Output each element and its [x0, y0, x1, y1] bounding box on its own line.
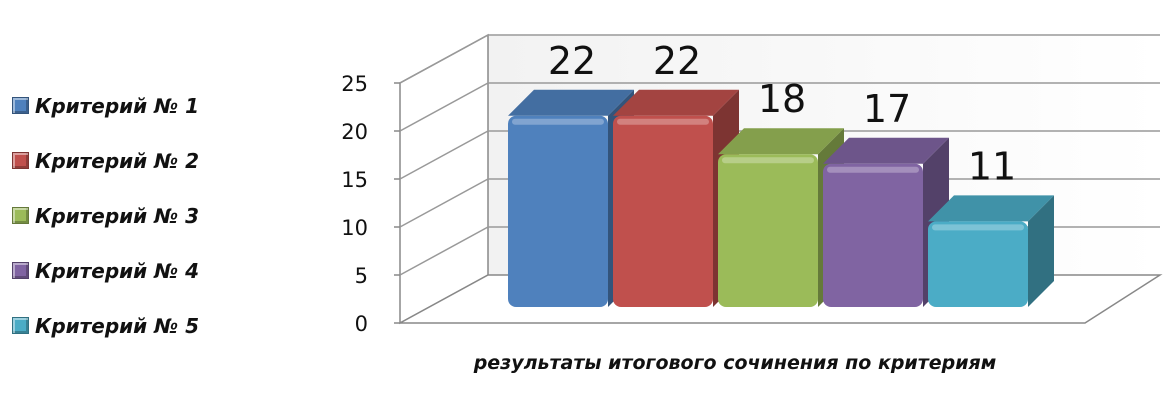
y-axis: 0 5 10 15 20 25	[341, 72, 400, 336]
legend-item: Критерий № 1	[12, 78, 199, 133]
y-tick-label: 15	[341, 168, 368, 192]
gridline	[399, 34, 1160, 84]
data-label: 22	[548, 39, 596, 83]
bar-highlight	[827, 166, 919, 173]
data-label: 17	[863, 87, 911, 131]
bar-top	[718, 128, 844, 155]
bar-highlight	[617, 118, 709, 125]
bars	[508, 89, 1054, 307]
bar-front	[613, 115, 713, 307]
bar-top	[823, 137, 949, 164]
legend-label: Критерий № 5	[35, 313, 200, 338]
y-tick-label: 25	[341, 72, 368, 96]
bar-front	[928, 221, 1028, 307]
bar-highlight	[932, 224, 1024, 231]
legend-label: Критерий № 1	[35, 93, 200, 118]
legend-label: Критерий № 4	[35, 258, 200, 283]
legend-item: Критерий № 3	[12, 188, 199, 243]
bar-front	[823, 163, 923, 307]
y-tick-label: 5	[355, 264, 368, 288]
legend: Критерий № 1 Критерий № 2 Критерий № 3 Крит…	[12, 78, 199, 353]
legend-swatch	[12, 97, 29, 114]
bar-top	[613, 89, 739, 116]
legend-swatch	[12, 317, 29, 334]
y-tick-label: 10	[341, 216, 368, 240]
data-label: 11	[968, 144, 1016, 188]
data-label: 22	[653, 39, 701, 83]
bar-highlight	[722, 157, 814, 164]
y-tick-label: 20	[341, 120, 368, 144]
legend-swatch	[12, 262, 29, 279]
legend-swatch	[12, 152, 29, 169]
bar-highlight	[512, 118, 604, 125]
bar-front	[508, 115, 608, 307]
legend-label: Критерий № 2	[35, 148, 200, 173]
bar-side	[1028, 195, 1054, 307]
bar-front	[718, 154, 818, 307]
gridline	[399, 82, 1160, 132]
side-wall	[399, 33, 489, 325]
bar-top	[508, 89, 634, 116]
legend-item: Критерий № 4	[12, 243, 199, 298]
y-tick-label: 0	[355, 312, 368, 336]
legend-swatch	[12, 207, 29, 224]
data-labels: 22 22 18 17 11	[548, 39, 1016, 189]
data-label: 18	[758, 77, 806, 121]
x-axis-label: результаты итогового сочинения по критер…	[473, 352, 997, 374]
bar-top	[928, 195, 1054, 222]
gridline	[399, 130, 1160, 180]
legend-item: Критерий № 2	[12, 133, 199, 188]
bar	[928, 195, 1054, 307]
legend-label: Критерий № 3	[35, 203, 200, 228]
legend-item: Критерий № 5	[12, 298, 199, 353]
